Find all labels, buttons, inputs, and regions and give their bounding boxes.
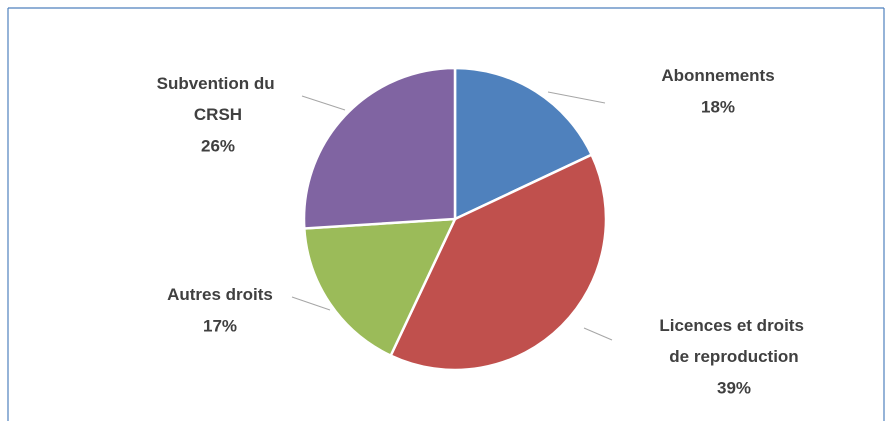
- leader-line: [583, 327, 613, 341]
- leader-line: [547, 91, 606, 104]
- category-label: Abonnements: [661, 66, 774, 85]
- pie-slice: [453, 66, 594, 221]
- pie-slice: [302, 66, 457, 230]
- category-label: Licences et droits de reproduction: [659, 316, 808, 366]
- value-label: 18%: [701, 97, 735, 116]
- leader-line: [291, 296, 331, 311]
- pie-slice: [302, 217, 458, 358]
- value-label: 26%: [201, 136, 235, 155]
- value-label: 39%: [717, 378, 751, 397]
- value-label: 17%: [203, 316, 237, 335]
- leader-line: [301, 95, 346, 111]
- pie-slice: [389, 153, 608, 372]
- category-label: Autres droits: [167, 285, 273, 304]
- category-label: Subvention du CRSH: [157, 74, 280, 124]
